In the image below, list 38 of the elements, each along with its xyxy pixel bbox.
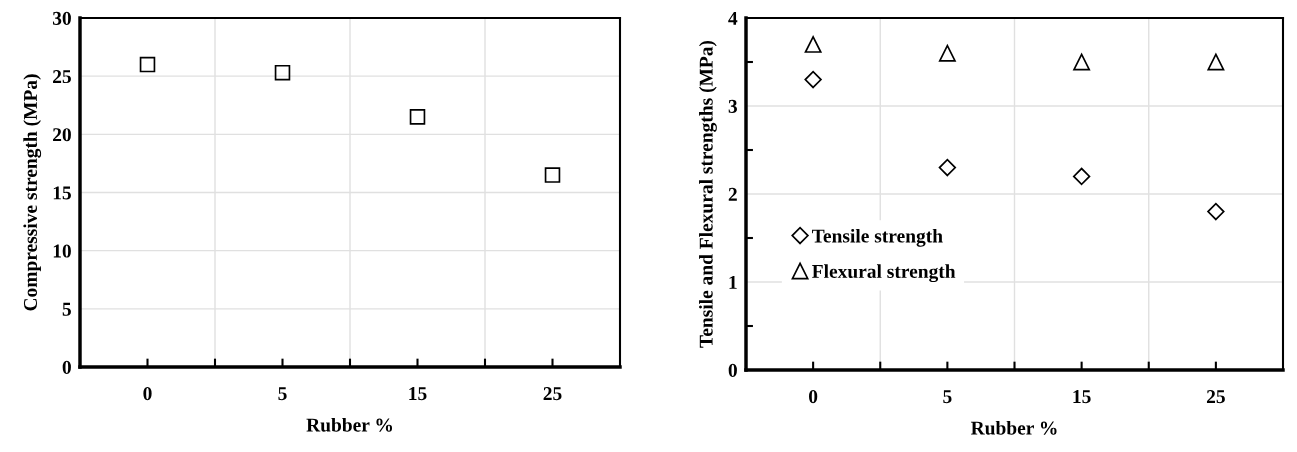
- x-tick-label: 15: [409, 387, 427, 401]
- point: [804, 70, 822, 89]
- y-tick-label: 5: [62, 302, 71, 316]
- point: [409, 109, 426, 125]
- y-tick-label: 2: [728, 187, 737, 201]
- y-tick-label: 10: [53, 244, 71, 258]
- x-tick-label: 5: [278, 387, 287, 401]
- x-tick-label: 25: [1206, 390, 1225, 404]
- y-tick-label: 3: [728, 99, 737, 113]
- x-axis-title: Rubber %: [970, 420, 1057, 435]
- y-tick-label: 20: [53, 128, 71, 142]
- x-tick-label: 5: [943, 390, 952, 404]
- y-tick-label: 1: [729, 275, 737, 289]
- point: [1072, 167, 1091, 186]
- point: [1207, 202, 1225, 221]
- x-tick-label: 0: [143, 387, 152, 401]
- y-tick-label: 30: [52, 11, 71, 25]
- point: [804, 35, 822, 53]
- x-axis-title: Rubber %: [306, 417, 393, 432]
- point: [139, 56, 156, 73]
- x-tick-label: 15: [1073, 390, 1091, 404]
- point: [938, 158, 957, 177]
- y-tick-label: 15: [53, 186, 71, 200]
- y-axis-title: Compressive strength (MPa): [23, 74, 42, 311]
- point: [1073, 53, 1091, 71]
- x-tick-label: 25: [543, 387, 562, 401]
- y-axis-title: Tensile and Flexural strengths (MPa): [699, 40, 717, 348]
- legend-label: Tensile strength: [812, 228, 943, 247]
- point: [544, 167, 561, 183]
- legend-label: Flexural strength: [812, 264, 956, 283]
- x-tick-label: 0: [809, 390, 818, 404]
- y-tick-label: 25: [53, 70, 71, 84]
- y-tick-label: 0: [728, 363, 737, 377]
- point: [1207, 53, 1225, 71]
- point: [274, 64, 291, 81]
- point: [938, 44, 956, 62]
- y-tick-label: 0: [62, 360, 71, 374]
- y-tick-label: 4: [728, 11, 738, 25]
